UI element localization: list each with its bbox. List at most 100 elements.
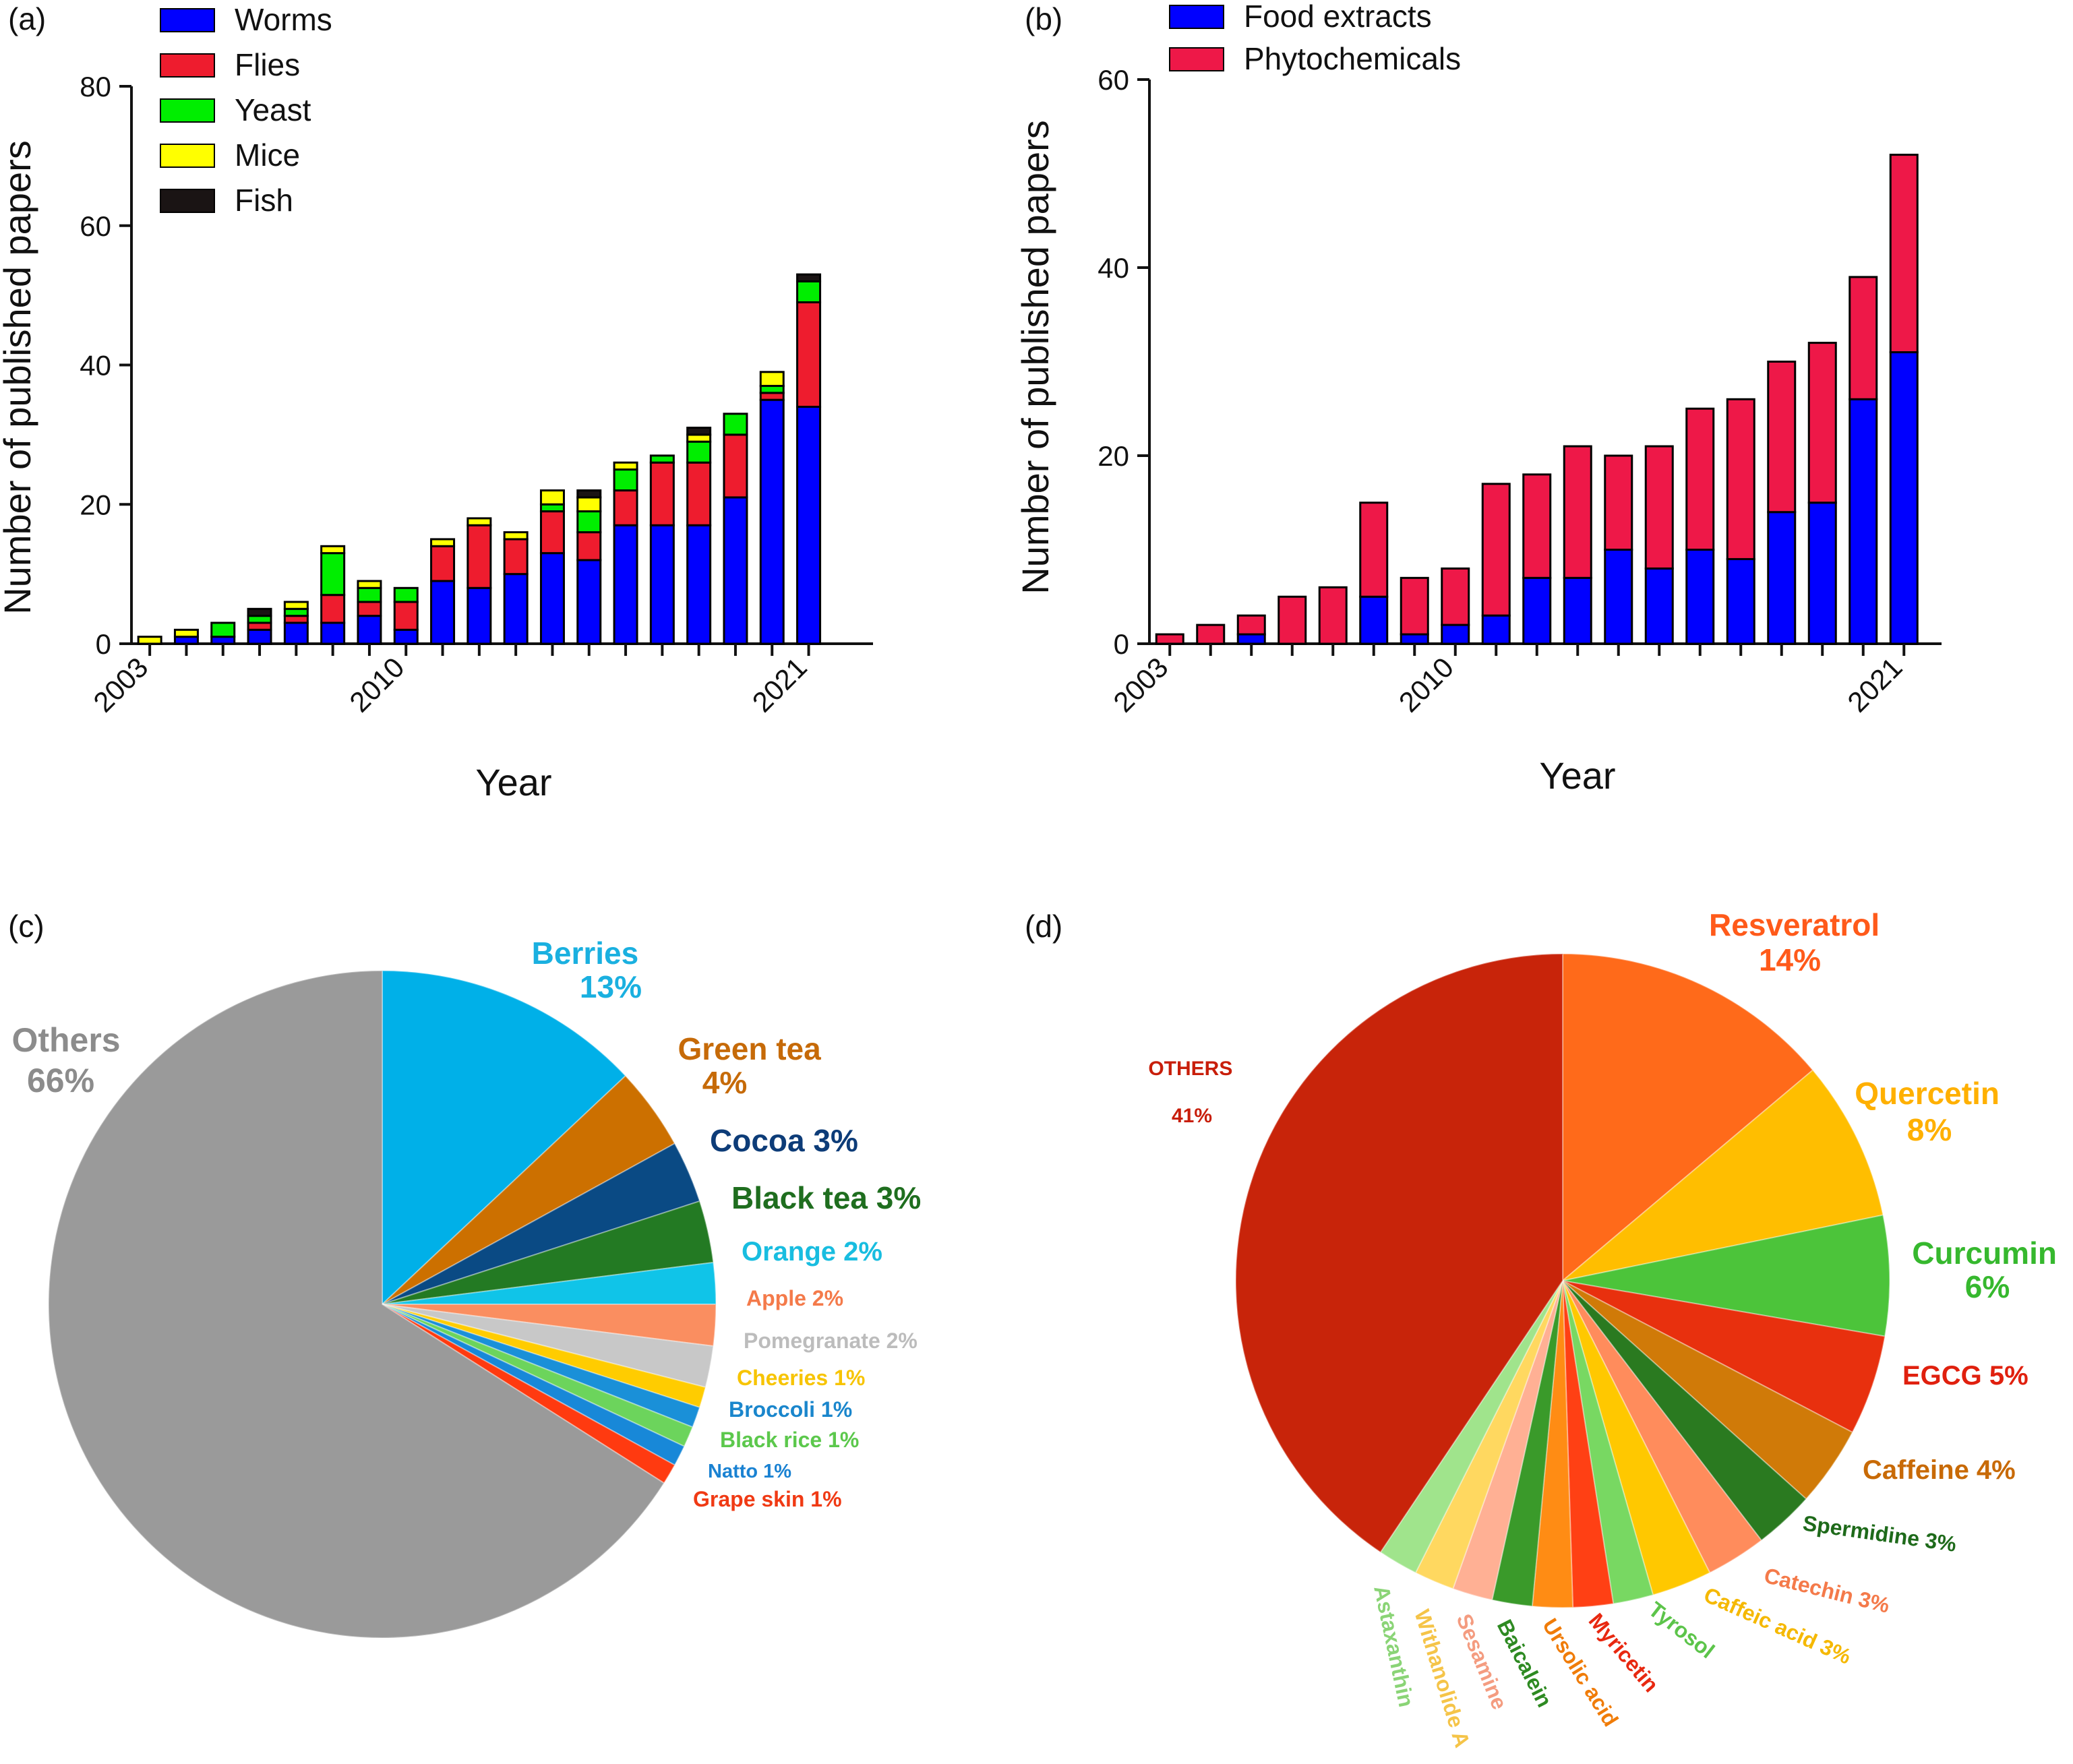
bar-b-2021-food-extracts xyxy=(1889,351,1919,645)
bar-a-2007-yeast xyxy=(283,607,309,617)
slice-d-others xyxy=(1235,952,1563,1554)
y-axis-title-a: Number of published papers xyxy=(0,140,38,615)
label-apple: Apple 2% xyxy=(746,1286,843,1310)
legend-swatch-a-flies xyxy=(160,53,215,78)
y-tick-label-b-60: 60 xyxy=(1098,64,1129,96)
bar-b-2019-food-extracts xyxy=(1807,501,1837,645)
legend-label-a-flies: Flies xyxy=(235,47,300,82)
bar-a-2015-yeast xyxy=(576,510,602,534)
label-others-d: OTHERS 41% xyxy=(1148,1058,1238,1127)
legend-swatch-a-worms xyxy=(160,8,215,32)
bar-a-2015-mice xyxy=(576,496,602,513)
bar-a-2012-flies xyxy=(467,524,492,589)
bar-a-2012-mice xyxy=(467,517,492,526)
bar-a-2011-flies xyxy=(430,545,456,582)
x-axis-title-b: Year xyxy=(1539,754,1615,797)
bar-b-2014-food-extracts xyxy=(1604,549,1633,645)
slice-c-cocoa-3 xyxy=(382,1143,701,1305)
bar-a-2017-worms xyxy=(649,524,675,645)
bar-a-2010-yeast xyxy=(393,586,419,603)
x-tick-label-a-2010: 2010 xyxy=(343,651,410,718)
bar-a-2011-worms xyxy=(430,580,456,645)
label-astaxanthin: Astaxanthin xyxy=(1369,1583,1418,1709)
y-tick-label-a-80: 80 xyxy=(80,71,111,102)
bar-a-2008-mice xyxy=(320,545,346,555)
bar-b-2004-phytochemicals xyxy=(1196,624,1226,645)
label-spermidine: Spermidine 3% xyxy=(1801,1511,1958,1556)
label-caffeine: Caffeine 4% xyxy=(1863,1455,2016,1485)
legend-swatch-a-mice xyxy=(160,144,215,168)
legend-b: Food extracts Phytochemicals xyxy=(1169,0,1461,76)
bar-a-2003-mice xyxy=(137,636,162,645)
bar-b-2005-food-extracts xyxy=(1236,633,1266,645)
y-tick-label-a-0: 0 xyxy=(96,628,111,660)
y-tick-label-a-40: 40 xyxy=(80,350,111,382)
pie-c-labels: Berries 13% Green tea 4% Cocoa 3% Black … xyxy=(11,936,921,1511)
bar-a-2018-mice xyxy=(686,433,712,443)
bar-b-2011-phytochemicals xyxy=(1481,483,1511,617)
x-tick-label-a-2003: 2003 xyxy=(87,651,154,718)
bar-b-2014-phytochemicals xyxy=(1604,454,1633,551)
label-pomegranate: Pomegranate 2% xyxy=(744,1329,918,1353)
bar-a-2017-flies xyxy=(649,461,675,526)
bar-a-2021-fish xyxy=(796,273,822,282)
label-quercetin: Quercetin 8% xyxy=(1855,1076,2008,1147)
bar-a-2018-worms xyxy=(686,524,712,645)
slice-c-apple-2 xyxy=(382,1304,717,1347)
bar-a-2010-flies xyxy=(393,601,419,631)
bar-b-2016-food-extracts xyxy=(1685,549,1715,645)
bar-b-2013-phytochemicals xyxy=(1563,445,1592,579)
bar-a-2009-yeast xyxy=(357,586,382,603)
legend-swatch-b-phytochemicals xyxy=(1169,47,1224,71)
slice-d-egcg-5 xyxy=(1562,1280,1886,1434)
bars-b xyxy=(1155,154,1919,645)
bar-a-2014-flies xyxy=(539,510,565,555)
label-black-tea: Black tea 3% xyxy=(731,1180,921,1215)
slice-d-quercetin xyxy=(1562,1069,1884,1281)
label-egcg: EGCG 5% xyxy=(1902,1361,2029,1391)
bar-a-2014-mice xyxy=(539,489,565,506)
bar-a-2018-fish xyxy=(686,427,712,436)
bar-b-2003-phytochemicals xyxy=(1155,633,1184,645)
slice-d-sesamine xyxy=(1451,1280,1563,1601)
slice-c-grape-skin-1 xyxy=(382,1304,676,1484)
bar-a-2009-flies xyxy=(357,601,382,617)
bar-a-2009-worms xyxy=(357,615,382,645)
bar-a-2021-yeast xyxy=(796,280,822,303)
bar-b-2016-phytochemicals xyxy=(1685,407,1715,551)
bar-a-2018-yeast xyxy=(686,440,712,464)
bar-a-2021-worms xyxy=(796,406,822,645)
bar-b-2010-phytochemicals xyxy=(1441,567,1470,626)
bar-a-2020-worms xyxy=(759,398,785,645)
slice-d-resveratrol xyxy=(1562,952,1814,1283)
y-tick-label-b-40: 40 xyxy=(1098,252,1129,284)
x-axis-title-a: Year xyxy=(475,761,551,803)
label-orange: Orange 2% xyxy=(742,1237,882,1267)
x-tick-label-b-2003: 2003 xyxy=(1107,651,1174,718)
bar-a-2016-yeast xyxy=(613,468,638,492)
slice-d-myricetin xyxy=(1562,1280,1615,1608)
bar-a-2013-mice xyxy=(503,531,529,541)
bar-a-2005-yeast xyxy=(210,621,236,638)
bar-a-2020-mice xyxy=(759,371,785,388)
bar-a-2014-worms xyxy=(539,552,565,645)
bar-a-2019-yeast xyxy=(723,413,748,436)
x-ticks-b: 2003 2010 2021 xyxy=(1107,644,1909,718)
bar-a-2006-yeast xyxy=(247,615,272,624)
pie-d-slices xyxy=(1235,952,1890,1609)
bar-a-2007-worms xyxy=(283,621,309,645)
bar-a-2012-worms xyxy=(467,586,492,645)
bar-a-2005-worms xyxy=(210,636,236,645)
slice-d-catechin-3 xyxy=(1562,1280,1763,1574)
bar-a-2016-mice xyxy=(613,461,638,471)
y-tick-label-a-60: 60 xyxy=(80,210,111,242)
bar-a-2018-flies xyxy=(686,461,712,526)
label-black-rice: Black rice 1% xyxy=(720,1428,859,1452)
label-natto: Natto 1% xyxy=(708,1461,791,1482)
slice-c-orange-2 xyxy=(382,1261,717,1305)
label-resveratrol: Resveratrol 14% xyxy=(1709,907,1888,977)
bar-a-2007-mice xyxy=(283,601,309,610)
x-tick-label-b-2021: 2021 xyxy=(1841,651,1908,718)
legend-swatch-b-food-extracts xyxy=(1169,5,1224,29)
bar-a-2013-flies xyxy=(503,538,529,576)
